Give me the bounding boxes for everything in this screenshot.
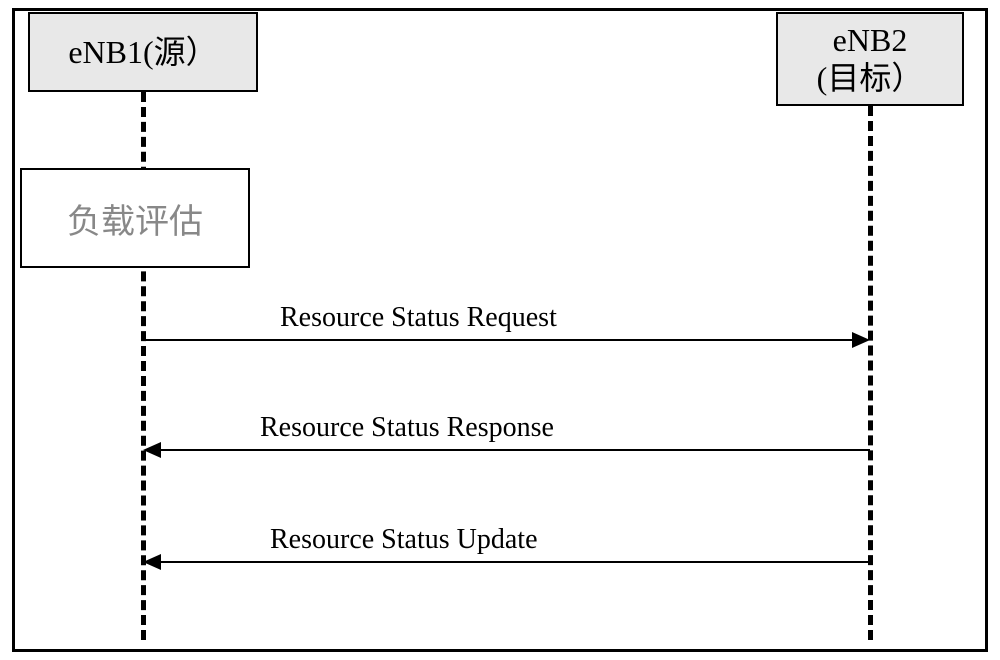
msg-request-label: Resource Status Request (280, 302, 557, 334)
msg-update-line (158, 561, 870, 563)
participant-enb2: eNB2 (目标） (776, 12, 964, 106)
msg-update-label: Resource Status Update (270, 524, 538, 556)
msg-update-arrowhead (143, 554, 161, 570)
participant-enb1: eNB1(源） (28, 12, 258, 92)
lifeline-enb2 (868, 106, 873, 640)
msg-response-line (158, 449, 870, 451)
participant-enb2-line1: eNB2 (833, 21, 908, 59)
msg-request-line (143, 339, 855, 341)
participant-enb2-line2: (目标） (817, 59, 924, 97)
note-load-evaluation-text: 负载评估 (67, 194, 203, 243)
participant-enb1-label: eNB1(源） (68, 33, 217, 71)
msg-response-arrowhead (143, 442, 161, 458)
note-load-evaluation: 负载评估 (20, 168, 250, 268)
msg-response-label: Resource Status Response (260, 412, 554, 444)
msg-request-arrowhead (852, 332, 870, 348)
